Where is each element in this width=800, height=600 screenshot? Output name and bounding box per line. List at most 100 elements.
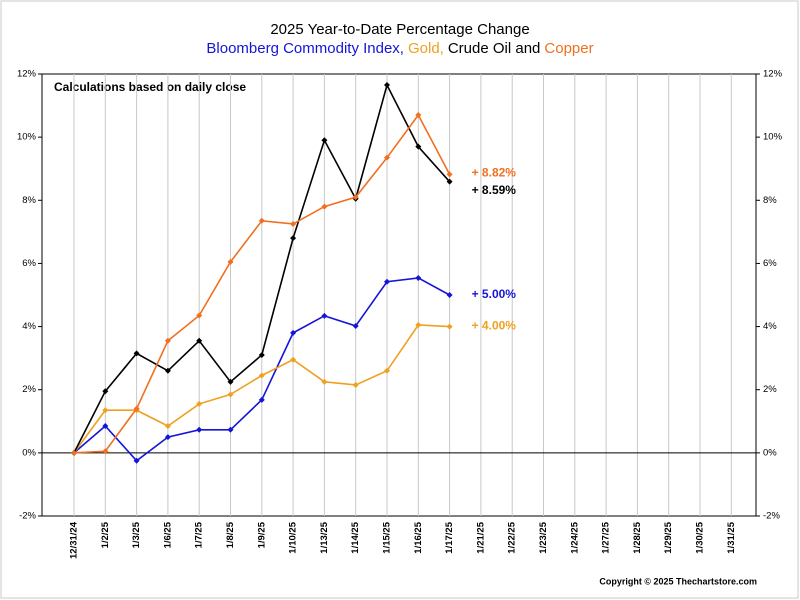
marker: [384, 278, 390, 285]
x-tick-label: 1/22/25: [507, 521, 518, 553]
y2-tick-label: 8%: [763, 195, 777, 206]
marker: [196, 426, 203, 433]
marker: [227, 378, 234, 385]
marker: [133, 350, 140, 357]
marker: [415, 321, 422, 328]
x-tick-label: 1/6/25: [162, 521, 173, 548]
x-tick-label: 1/21/25: [475, 521, 486, 553]
marker: [446, 171, 453, 178]
x-tick-label: 1/13/25: [319, 521, 330, 553]
marker: [352, 381, 359, 388]
data-label: + 8.59%: [472, 183, 517, 197]
y2-tick-label: 4%: [763, 321, 777, 332]
marker: [415, 143, 422, 150]
subtitle-part: Copper: [544, 40, 593, 57]
y2-tick-label: -2%: [763, 511, 780, 522]
y2-tick-label: 12%: [763, 69, 783, 80]
x-tick-label: 1/10/25: [288, 521, 299, 553]
marker: [164, 337, 171, 344]
y-tick-label: -2%: [19, 511, 36, 522]
y2-tick-label: 6%: [763, 258, 777, 269]
marker: [290, 329, 297, 336]
data-label: + 4.00%: [472, 319, 517, 333]
marker: [227, 258, 234, 265]
y-tick-label: 8%: [22, 195, 36, 206]
y-tick-label: 10%: [17, 132, 37, 143]
marker: [196, 312, 203, 319]
marker: [321, 137, 328, 144]
subtitle-part: Gold,: [408, 40, 444, 57]
marker: [258, 351, 265, 358]
y-tick-label: 12%: [17, 69, 37, 80]
y2-tick-label: 2%: [763, 384, 777, 395]
marker: [258, 217, 265, 224]
marker: [415, 112, 422, 119]
marker: [415, 274, 422, 281]
marker: [446, 178, 453, 185]
marker: [102, 448, 109, 455]
marker: [321, 312, 328, 319]
marker: [133, 457, 140, 464]
marker: [196, 337, 203, 344]
marker: [290, 235, 297, 242]
marker: [290, 220, 297, 227]
y-tick-label: 0%: [22, 447, 36, 458]
marker: [133, 405, 140, 412]
x-tick-label: 1/7/25: [194, 521, 205, 548]
subtitle-part: Crude Oil and: [448, 40, 541, 57]
y2-tick-label: 0%: [763, 447, 777, 458]
marker: [352, 194, 359, 201]
marker: [164, 423, 171, 430]
plot-frame: [41, 73, 757, 517]
x-tick-label: 1/28/25: [632, 521, 643, 553]
x-tick-label: 1/3/25: [131, 521, 142, 548]
x-tick-label: 12/31/24: [69, 521, 80, 559]
marker: [446, 323, 453, 330]
y-tick-label: 4%: [22, 321, 36, 332]
y2-tick-label: 10%: [763, 132, 783, 143]
marker: [227, 391, 234, 398]
y-tick-label: 6%: [22, 258, 36, 269]
marker: [384, 367, 390, 374]
marker: [446, 292, 453, 298]
x-tick-label: 1/27/25: [601, 521, 612, 553]
x-tick-label: 1/2/25: [100, 521, 111, 548]
marker: [258, 372, 265, 379]
marker: [290, 356, 297, 363]
x-tick-label: 1/14/25: [350, 521, 361, 553]
x-tick-label: 1/15/25: [382, 521, 393, 553]
x-tick-label: 1/29/25: [663, 521, 674, 553]
x-tick-label: 1/9/25: [256, 521, 267, 548]
x-tick-label: 1/23/25: [538, 521, 549, 553]
marker: [102, 388, 109, 395]
marker: [164, 367, 171, 374]
marker: [258, 396, 265, 403]
chart-subtitle: Bloomberg Commodity Index, Gold, Crude Oil…: [206, 40, 593, 57]
x-tick-label: 1/24/25: [569, 521, 580, 553]
subtitle-part: Bloomberg Commodity Index,: [206, 40, 404, 57]
annotation: Calculations based on daily close: [54, 80, 246, 94]
marker: [384, 154, 390, 161]
marker: [384, 82, 390, 89]
copyright: Copyright © 2025 Thechartstore.com: [599, 576, 757, 586]
x-tick-label: 1/30/25: [695, 521, 706, 553]
marker: [102, 407, 109, 414]
marker: [352, 322, 359, 329]
marker: [102, 423, 109, 430]
x-tick-label: 1/16/25: [413, 521, 424, 553]
y-tick-label: 2%: [22, 384, 36, 395]
marker: [227, 426, 234, 433]
marker: [71, 449, 77, 456]
data-label: + 8.82%: [472, 166, 517, 180]
x-tick-label: 1/8/25: [225, 521, 236, 548]
marker: [164, 434, 171, 441]
chart-title: 2025 Year-to-Date Percentage Change: [270, 21, 529, 38]
marker: [196, 400, 203, 407]
marker: [321, 203, 328, 210]
x-tick-label: 1/31/25: [726, 521, 737, 553]
marker: [321, 378, 328, 385]
x-tick-label: 1/17/25: [444, 521, 455, 553]
data-label: + 5.00%: [472, 287, 517, 301]
